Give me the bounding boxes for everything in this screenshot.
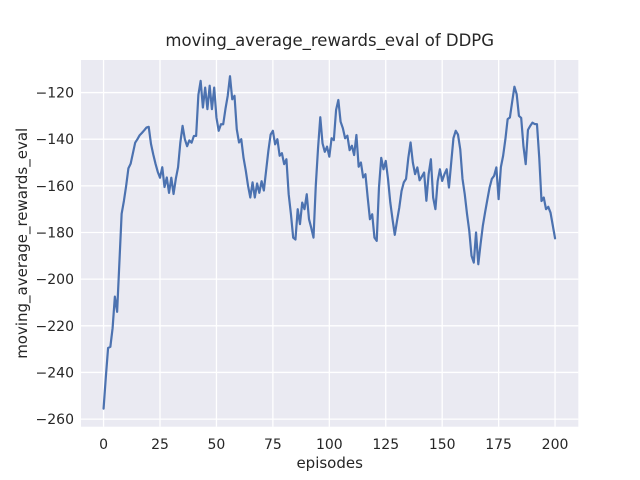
y-axis-label: moving_average_rewards_eval xyxy=(13,128,32,359)
x-tick-label: 125 xyxy=(372,437,399,453)
x-tick-label: 175 xyxy=(485,437,512,453)
chart-title: moving_average_rewards_eval of DDPG xyxy=(165,31,494,51)
y-tick-label: −120 xyxy=(36,86,74,102)
x-tick-label: 50 xyxy=(208,437,226,453)
x-tick-label: 0 xyxy=(99,437,108,453)
x-tick-label: 150 xyxy=(429,437,456,453)
tick-labels: 0 25 50 75 100 125 150 175 200 −120 −140 −160 −180 −2… xyxy=(36,86,569,453)
x-tick-label: 100 xyxy=(316,437,343,453)
y-tick-label: −180 xyxy=(36,226,74,242)
y-tick-label: −160 xyxy=(36,179,74,195)
y-tick-label: −200 xyxy=(36,272,74,288)
y-tick-label: −260 xyxy=(36,412,74,428)
y-tick-label: −220 xyxy=(36,319,74,335)
x-tick-label: 200 xyxy=(542,437,569,453)
x-tick-label: 25 xyxy=(151,437,169,453)
x-axis-label: episodes xyxy=(296,454,363,472)
line-series xyxy=(102,75,557,410)
x-tick-label: 75 xyxy=(264,437,282,453)
y-tick-label: −140 xyxy=(36,132,74,148)
y-tick-label: −240 xyxy=(36,365,74,381)
